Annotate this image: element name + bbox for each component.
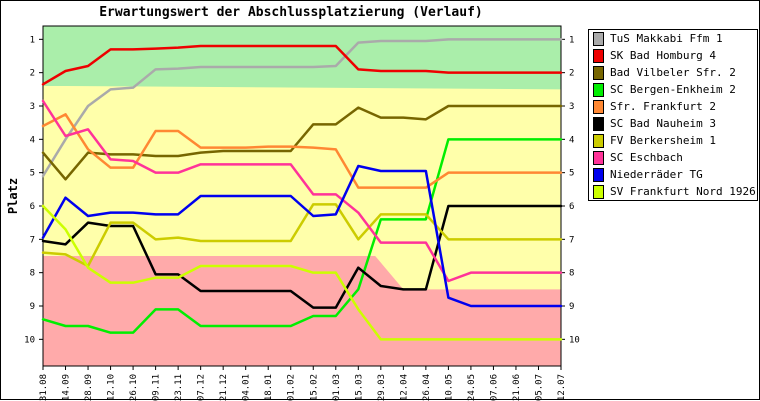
- legend-item-6: SC Bad Nauheim 3: [593, 115, 757, 132]
- x-tick-label: 26.10: [129, 374, 139, 401]
- x-tick-label: 10.05: [444, 374, 454, 401]
- series-line-6: [41, 204, 563, 309]
- legend-swatch: [593, 116, 604, 131]
- x-tick-label: 26.04: [422, 374, 432, 401]
- legend-swatch: [593, 82, 604, 97]
- x-tick-label: 21.12: [219, 374, 229, 401]
- series-line-2: [41, 44, 563, 86]
- series-line-4: [41, 138, 563, 334]
- series-line-1: [41, 38, 563, 178]
- legend-item-2: SK Bad Homburg 4: [593, 47, 757, 64]
- legend-swatch: [593, 99, 604, 114]
- x-tick-label: 04.01: [242, 374, 252, 401]
- y-tick-label-right: 1: [569, 35, 574, 45]
- series-line-8: [41, 99, 563, 283]
- legend: TuS Makkabi Ffm 1 SK Bad Homburg 4 Bad Vil…: [588, 29, 760, 201]
- legend-swatch: [593, 48, 604, 63]
- legend-label: FV Berkersheim 1: [610, 134, 716, 147]
- y-tick-label-right: 5: [569, 169, 574, 179]
- y-tick-label-left: 10: [24, 335, 35, 345]
- legend-swatch: [593, 150, 604, 165]
- y-tick-label-left: 8: [30, 269, 35, 279]
- legend-item-9: Niederräder TG: [593, 166, 757, 183]
- y-tick-label-right: 9: [569, 302, 574, 312]
- x-tick-label: 07.06: [489, 374, 499, 401]
- legend-item-4: SC Bergen-Enkheim 2: [593, 81, 757, 98]
- x-tick-label: 09.11: [152, 374, 162, 401]
- y-tick-label-left: 1: [30, 35, 35, 45]
- x-tick-label: 12.10: [107, 374, 117, 401]
- series-line-7: [41, 203, 563, 268]
- series-line-3: [41, 104, 563, 181]
- x-tick-label: 14.09: [62, 374, 72, 401]
- y-tick-label-right: 10: [569, 335, 580, 345]
- legend-label: Sfr. Frankfurt 2: [610, 100, 716, 113]
- legend-label: Bad Vilbeler Sfr. 2: [610, 66, 736, 79]
- y-tick-label-right: 8: [569, 269, 574, 279]
- x-tick-label: 01.02: [287, 374, 297, 401]
- legend-label: SV Frankfurt Nord 1926 3: [610, 185, 760, 198]
- x-tick-label: 15.03: [354, 374, 364, 401]
- series-line-9: [41, 164, 563, 308]
- y-tick-label-left: 7: [30, 235, 35, 245]
- legend-swatch: [593, 184, 604, 199]
- y-tick-label-left: 4: [30, 135, 35, 145]
- legend-label: SC Bad Nauheim 3: [610, 117, 716, 130]
- legend-item-5: Sfr. Frankfurt 2: [593, 98, 757, 115]
- y-tick-label-right: 7: [569, 235, 574, 245]
- legend-label: SK Bad Homburg 4: [610, 49, 716, 62]
- x-tick-label: 15.02: [309, 374, 319, 401]
- legend-swatch: [593, 31, 604, 46]
- x-tick-label: 28.09: [84, 374, 94, 401]
- y-tick-label-left: 2: [30, 69, 35, 79]
- zone-promotion: [43, 26, 561, 90]
- x-tick-label: 23.11: [174, 374, 184, 401]
- legend-swatch: [593, 65, 604, 80]
- x-tick-label: 24.05: [467, 374, 477, 401]
- x-tick-label: 07.12: [197, 374, 207, 401]
- chart-title: Erwartungswert der Abschlussplatzierung …: [99, 5, 483, 20]
- legend-label: Niederräder TG: [610, 168, 703, 181]
- y-tick-label-right: 4: [569, 135, 574, 145]
- legend-label: SC Bergen-Enkheim 2: [610, 83, 736, 96]
- y-tick-label-right: 3: [569, 102, 574, 112]
- legend-label: SC Eschbach: [610, 151, 683, 164]
- y-tick-label-left: 6: [30, 202, 35, 212]
- series-line-5: [41, 113, 563, 189]
- y-tick-label-left: 9: [30, 302, 35, 312]
- legend-item-1: TuS Makkabi Ffm 1: [593, 30, 757, 47]
- x-tick-label: 31.08: [39, 374, 49, 401]
- x-tick-label: 05.07: [534, 374, 544, 401]
- legend-item-3: Bad Vilbeler Sfr. 2: [593, 64, 757, 81]
- legend-item-10: SV Frankfurt Nord 1926 3: [593, 183, 760, 200]
- x-tick-label: 12.07: [557, 374, 567, 401]
- legend-item-7: FV Berkersheim 1: [593, 132, 757, 149]
- plot-border: [42, 25, 562, 367]
- x-tick-label: 01.03: [332, 374, 342, 401]
- legend-label: TuS Makkabi Ffm 1: [610, 32, 723, 45]
- y-tick-label-left: 3: [30, 102, 35, 112]
- x-tick-label: 18.01: [264, 374, 274, 401]
- x-tick-label: 21.06: [512, 374, 522, 401]
- x-tick-label: 12.04: [399, 374, 409, 401]
- legend-swatch: [593, 133, 604, 148]
- y-tick-label-right: 6: [569, 202, 574, 212]
- y-tick-label-right: 2: [569, 69, 574, 79]
- x-tick-label: 29.03: [377, 374, 387, 401]
- legend-item-8: SC Eschbach: [593, 149, 757, 166]
- y-tick-label-left: 5: [30, 169, 35, 179]
- legend-swatch: [593, 167, 604, 182]
- series-line-10: [41, 204, 563, 341]
